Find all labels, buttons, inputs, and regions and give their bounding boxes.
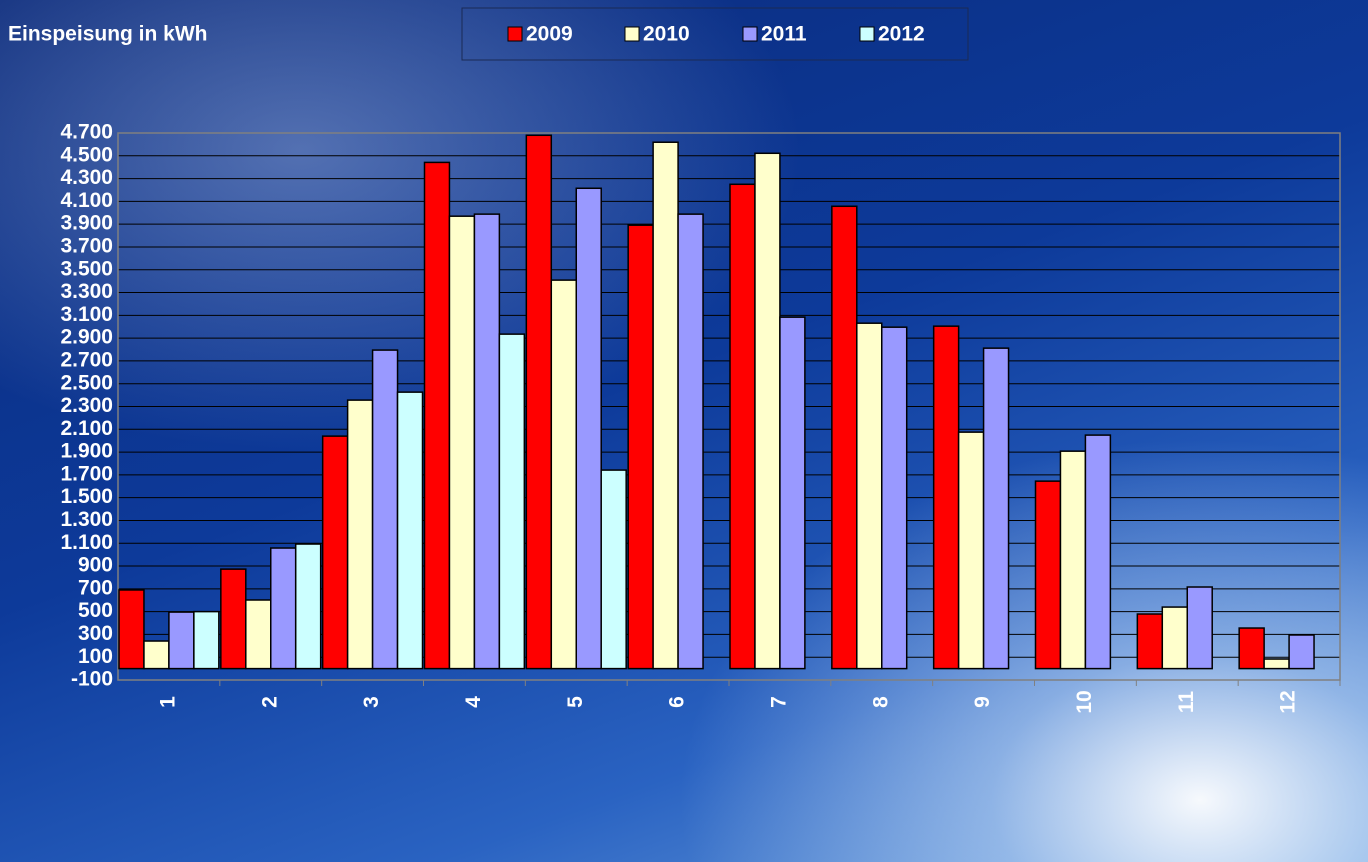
y-tick-label: 700: [78, 576, 113, 599]
y-tick-label: 900: [78, 554, 113, 577]
bar: [118, 589, 145, 670]
legend-label: 2009: [526, 23, 573, 46]
bar: [294, 543, 322, 670]
bar: [729, 183, 756, 670]
y-tick-label: 1.700: [60, 462, 113, 485]
x-tick-label: 6: [666, 696, 689, 708]
y-tick-label: 3.100: [60, 303, 113, 326]
x-tick-label: 1: [156, 696, 179, 708]
legend-swatch: [624, 26, 640, 42]
bar: [550, 279, 578, 670]
bar: [371, 349, 399, 670]
y-tick-label: 100: [78, 645, 113, 668]
bar: [754, 152, 781, 670]
y-tick-label: 3.500: [60, 257, 113, 280]
y-tick-label: 3.300: [60, 280, 113, 303]
legend-label: 2012: [878, 23, 925, 46]
bar: [627, 224, 654, 670]
legend-swatch: [859, 26, 875, 42]
x-tick-label: 9: [971, 696, 994, 708]
y-tick-label: 2.100: [60, 417, 113, 440]
y-tick-label: 500: [78, 599, 113, 622]
bar: [652, 141, 679, 670]
x-tick-label: 12: [1277, 690, 1300, 713]
bar: [193, 610, 220, 670]
x-tick-label: 5: [564, 696, 587, 708]
legend-box: [461, 7, 969, 61]
bar: [245, 599, 272, 670]
y-tick-label: 1.100: [60, 531, 113, 554]
bar: [220, 568, 247, 670]
y-tick-label: 1.900: [60, 440, 113, 463]
bar: [1186, 586, 1213, 670]
x-tick-label: 11: [1175, 691, 1198, 714]
bar: [448, 215, 476, 670]
bar: [600, 469, 627, 670]
y-tick-label: 2.300: [60, 394, 113, 417]
bar: [1288, 634, 1315, 670]
legend-swatch: [507, 26, 523, 42]
x-tick-label: 4: [462, 696, 485, 708]
y-tick-label: 4.100: [60, 189, 113, 212]
x-tick-label: 2: [258, 696, 281, 708]
x-tick-label: 8: [869, 696, 892, 708]
y-tick-label: 4.700: [60, 121, 113, 144]
x-tick-label: 7: [767, 696, 790, 708]
bar: [831, 205, 858, 670]
bar: [1059, 450, 1087, 670]
bar: [525, 134, 553, 670]
bar: [881, 326, 908, 670]
x-tick-label: 10: [1073, 690, 1096, 713]
bar: [143, 640, 170, 670]
bar: [1238, 627, 1265, 670]
bar: [932, 325, 960, 670]
y-tick-label: 3.700: [60, 235, 113, 258]
y-tick-label: 300: [78, 622, 113, 645]
y-tick-label: 1.300: [60, 508, 113, 531]
bar: [498, 333, 526, 670]
bar: [982, 347, 1010, 670]
y-tick-label: 2.900: [60, 326, 113, 349]
y-tick-label: 3.900: [60, 212, 113, 235]
bar: [1263, 658, 1290, 670]
bar: [957, 431, 985, 670]
legend-label: 2011: [761, 23, 807, 46]
legend-swatch: [742, 26, 758, 42]
y-tick-label: -100: [71, 668, 113, 691]
y-tick-label: 4.500: [60, 143, 113, 166]
bar: [396, 391, 424, 670]
legend-label: 2010: [643, 23, 690, 46]
bar: [423, 161, 451, 670]
bar: [1161, 606, 1188, 670]
chart-title: Einspeisung in kWh: [8, 23, 208, 46]
bar: [473, 213, 501, 670]
bar: [346, 399, 374, 670]
bar: [1084, 434, 1112, 670]
x-tick-label: 3: [360, 696, 383, 708]
bar: [1034, 480, 1062, 670]
bar: [856, 322, 883, 670]
bar: [1136, 613, 1164, 670]
y-tick-label: 1.500: [60, 485, 113, 508]
bar: [321, 435, 349, 670]
y-tick-label: 2.500: [60, 371, 113, 394]
y-tick-label: 4.300: [60, 166, 113, 189]
bar: [779, 316, 806, 670]
bar: [575, 187, 602, 670]
y-tick-label: 2.700: [60, 348, 113, 371]
bar: [677, 213, 704, 670]
bar: [270, 547, 297, 670]
bar: [168, 611, 195, 670]
